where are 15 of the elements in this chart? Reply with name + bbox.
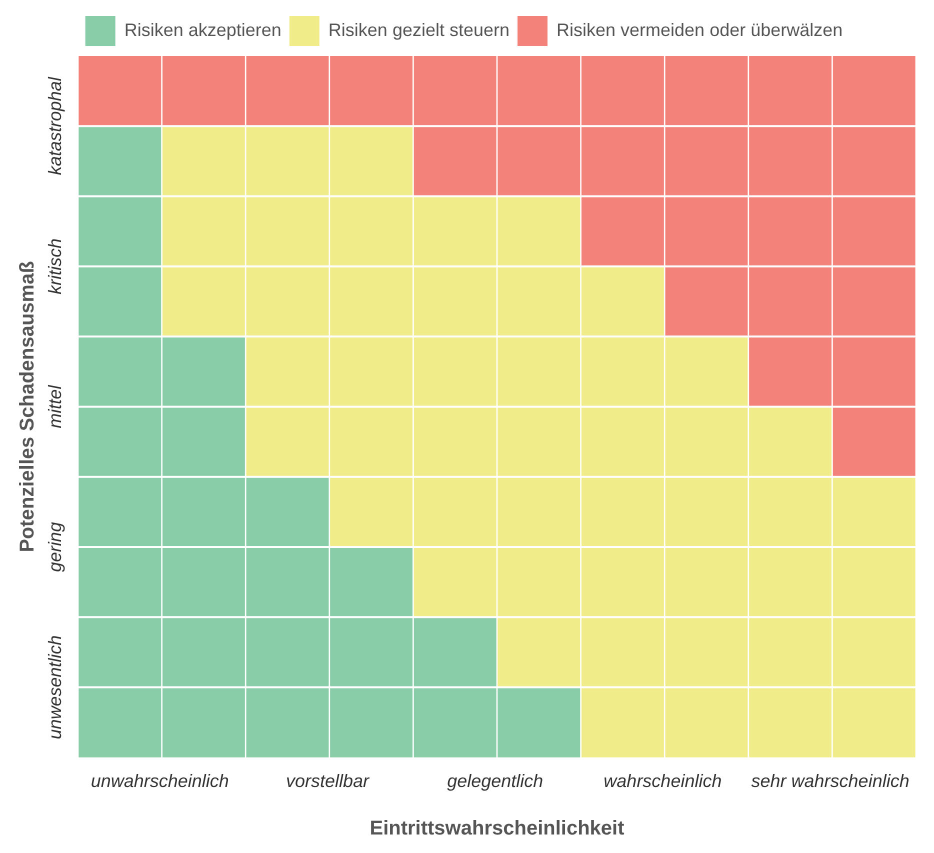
category-label: mittel xyxy=(45,385,65,428)
x-tick-label: vorstellbar xyxy=(286,771,370,792)
category-label: katastrophal xyxy=(45,77,65,176)
y-axis-title: Potenzielles Schadensausmaß xyxy=(16,261,39,552)
x-tick-label: unwahrscheinlich xyxy=(90,771,229,792)
category-label: kritisch xyxy=(45,238,65,294)
legend-label: Risiken gezielt steuern xyxy=(328,20,510,40)
category-label: gering xyxy=(45,522,65,572)
category-label: unwesentlich xyxy=(45,635,65,740)
x-tick-label: sehr wahrscheinlich xyxy=(751,771,910,792)
x-tick-label: gelegentlich xyxy=(447,771,544,792)
legend-label: Risiken vermeiden oder überwälzen xyxy=(556,20,843,40)
x-axis-title: Eintrittswahrscheinlichkeit xyxy=(370,818,625,840)
legend-label: Risiken akzeptieren xyxy=(124,20,282,40)
x-tick-label: wahrscheinlich xyxy=(604,771,722,792)
